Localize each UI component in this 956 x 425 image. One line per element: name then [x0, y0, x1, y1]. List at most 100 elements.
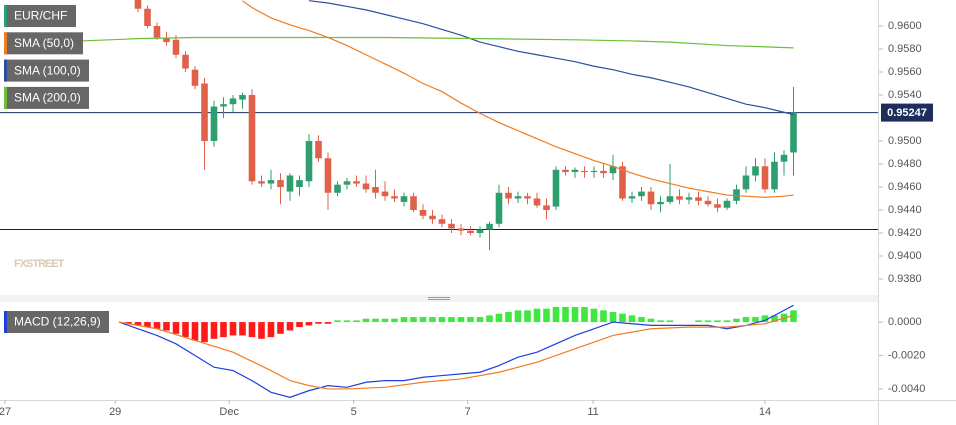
candle-body [685, 197, 693, 200]
histogram-bar [723, 320, 731, 323]
candle-body [666, 196, 674, 202]
y-tick-label: -0.0040 [888, 383, 925, 395]
histogram-bar [733, 318, 740, 323]
candle-body [761, 166, 769, 190]
histogram-bar [201, 322, 208, 343]
candle-body [467, 230, 474, 234]
x-tick-label: 29 [109, 406, 121, 418]
candle-body [495, 192, 503, 224]
candle-body [752, 166, 759, 176]
histogram-bar [524, 310, 531, 323]
histogram-bar [400, 317, 408, 323]
y-tick-label: 0.9600 [888, 20, 922, 32]
x-tick-label: 7 [465, 406, 471, 418]
y-tick-label: 0.0000 [888, 316, 922, 328]
candle-body [524, 196, 531, 199]
y-tick-label: 0.9380 [888, 273, 922, 285]
histogram-bar [220, 322, 227, 338]
histogram-bar [391, 318, 398, 323]
histogram-bar [296, 322, 303, 328]
candle-body [657, 201, 664, 205]
histogram-bar [191, 322, 199, 341]
histogram-bar [277, 322, 284, 334]
histogram-bar [229, 322, 237, 336]
candle-body [267, 180, 275, 184]
legend-label: SMA (50,0) [14, 36, 74, 50]
histogram-bar [153, 322, 161, 329]
candle-body [600, 170, 607, 174]
legend-swatch [4, 59, 7, 82]
candle-body [201, 83, 208, 142]
legend-label: EUR/CHF [14, 9, 67, 23]
candle-body [248, 94, 256, 182]
candle-body [609, 166, 617, 174]
histogram-bar [571, 307, 579, 323]
candle-body [324, 158, 332, 193]
x-tick-label: 11 [587, 406, 598, 418]
x-tick-label: 5 [351, 406, 357, 418]
histogram-bar [771, 315, 778, 323]
candle-body [590, 170, 598, 173]
histogram-bar [619, 313, 626, 323]
candle-body [533, 198, 541, 206]
histogram-bar [609, 312, 617, 323]
candle-body [229, 98, 237, 105]
histogram-bar [600, 310, 607, 323]
legend-label: MACD (12,26,9) [14, 315, 101, 329]
histogram-bar [552, 307, 560, 323]
y-tick-label: 0.9400 [888, 250, 922, 262]
candle-body [134, 0, 142, 9]
histogram-bar [419, 317, 427, 323]
histogram-bar [742, 317, 750, 323]
price-plot [0, 0, 878, 251]
y-tick-label: 0.9560 [888, 66, 922, 78]
histogram-bar [125, 322, 132, 324]
legend-swatch [4, 32, 7, 55]
histogram-bar [505, 312, 512, 323]
panel-separator [0, 295, 878, 302]
histogram-bar [172, 322, 180, 334]
histogram-bar [514, 310, 522, 323]
histogram-bar [533, 308, 541, 323]
candle-body [552, 169, 560, 207]
candle-body [638, 191, 645, 197]
histogram-bar [267, 322, 275, 338]
candle-body [334, 184, 341, 193]
legend-swatch [4, 86, 7, 109]
candle-body [771, 161, 778, 190]
histogram-bar [628, 315, 636, 323]
candle-body [400, 196, 408, 202]
histogram-bar [210, 322, 218, 339]
legend-box [4, 59, 89, 82]
macd-line [118, 314, 794, 390]
histogram-bar [286, 322, 294, 331]
candle-body [438, 219, 446, 224]
sma-line [308, 0, 794, 116]
candle-body [742, 175, 750, 190]
candle-body [571, 169, 579, 173]
axes: 0.9380 0.9400 0.9420 0.9440 0.9460 0.9480 0.95… [0, 20, 933, 418]
candle-body [372, 187, 379, 193]
candle-body [381, 191, 389, 197]
histogram-bar [410, 317, 417, 323]
y-tick-label: 0.9540 [888, 89, 922, 101]
histogram-bar [448, 317, 455, 323]
candle-body [419, 210, 427, 216]
candle-body [258, 181, 265, 184]
histogram-bar [666, 320, 674, 323]
histogram-bar [590, 308, 598, 323]
candle-body [210, 106, 218, 142]
candle-body [315, 141, 322, 159]
sma-line [4, 36, 794, 49]
candle-body [543, 205, 550, 211]
macd-line [118, 304, 794, 398]
candle-body [562, 169, 569, 173]
histogram-bar [752, 317, 759, 323]
histogram-bar [248, 322, 256, 338]
legend: EUR/CHF SMA (50,0) SMA (100,0) SMA (200,0) M… [4, 5, 109, 333]
candle-body [714, 204, 721, 208]
histogram-bar [657, 320, 664, 323]
histogram-bar [315, 322, 322, 324]
